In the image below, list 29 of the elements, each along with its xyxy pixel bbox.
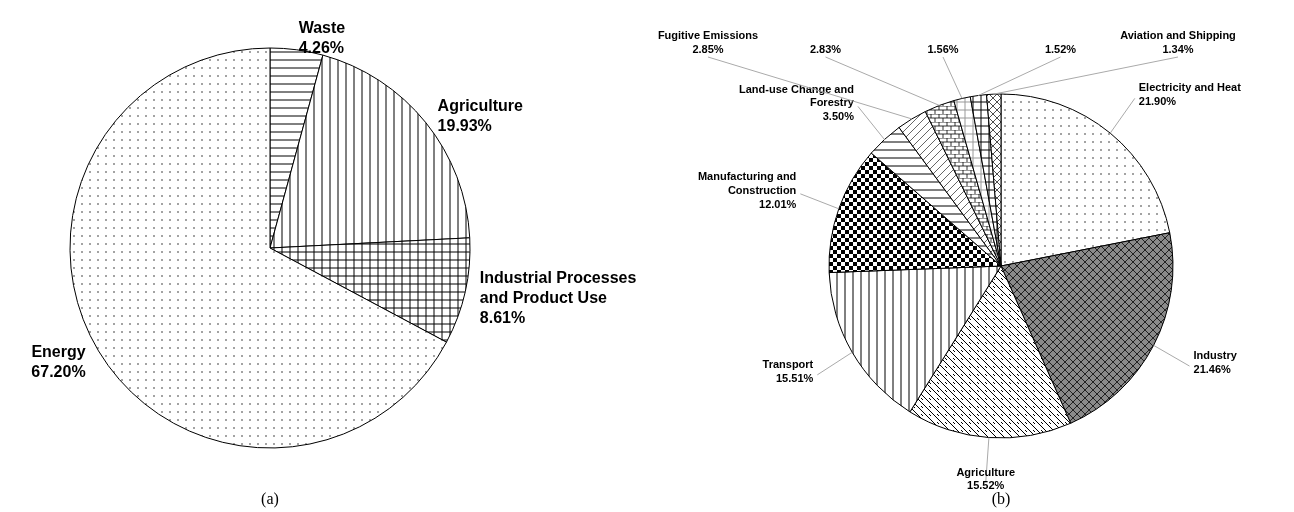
data-label: 67.20% [31, 362, 86, 380]
data-label: 21.90% [1138, 95, 1177, 108]
text: (a) [261, 490, 279, 508]
data-label: 12.01% [759, 197, 797, 210]
data-label: 15.51% [775, 371, 814, 384]
slice-label: Energy [31, 342, 86, 360]
data-label: 1.52% [1044, 43, 1077, 55]
slice-label: Transport [762, 358, 814, 370]
slice-label: Industry [1193, 349, 1238, 362]
slice-label: Agriculture [956, 465, 1016, 478]
slice-label: Manufacturing and Construction [697, 170, 797, 196]
slice-label: Fugitive Emissions [657, 29, 759, 42]
data-label: 21.46% [1193, 362, 1232, 375]
data-label: 2.83% [809, 43, 842, 55]
slice-label: Industrial Processes and Product Use [479, 268, 637, 306]
slice-label: Aviation and Shipping [1120, 29, 1236, 42]
data-label: 4.26% [298, 38, 345, 56]
data-label: 3.50% [822, 110, 855, 123]
data-label: 1.34% [1162, 43, 1194, 55]
slice-label: Agriculture [437, 97, 524, 115]
slice-label: Land-use Change and Forestry [739, 82, 855, 109]
data-label: 2.85% [692, 43, 724, 55]
data-label: 15.52% [967, 479, 1005, 492]
slice-label: Electricity and Heat [1138, 81, 1242, 94]
data-label: 1.56% [927, 43, 959, 55]
data-label: 8.61% [479, 308, 526, 326]
data-label: 19.93% [437, 117, 492, 135]
slice-label: Waste [298, 18, 346, 36]
text: (b) [991, 490, 1011, 508]
